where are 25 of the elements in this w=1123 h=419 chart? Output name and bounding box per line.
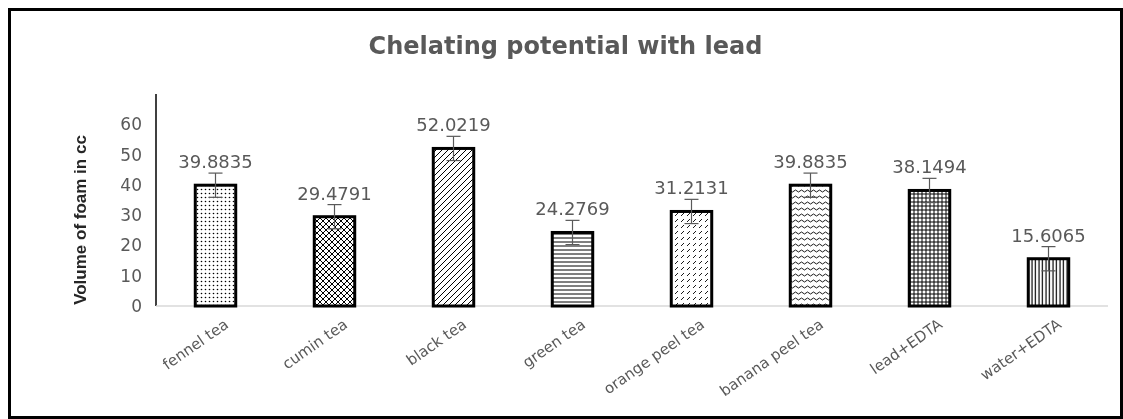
data-label: 15.6065 xyxy=(1011,224,1086,246)
bar xyxy=(788,183,833,308)
data-label: 52.0219 xyxy=(416,114,491,136)
chart-title: Chelating potential with lead xyxy=(368,32,763,60)
y-tick-label: 30 xyxy=(120,205,142,226)
y-tick-label: 10 xyxy=(120,265,142,286)
bar xyxy=(193,183,238,308)
data-label: 39.8835 xyxy=(178,151,253,173)
y-tick-label: 60 xyxy=(120,114,142,135)
y-tick-label: 0 xyxy=(131,295,142,316)
bar xyxy=(550,230,595,308)
y-tick-label: 20 xyxy=(120,235,142,256)
data-label: 39.8835 xyxy=(773,151,848,173)
data-label: 29.4791 xyxy=(297,182,372,204)
data-label: 24.2769 xyxy=(535,198,610,220)
bar xyxy=(907,188,952,308)
y-tick-label: 50 xyxy=(120,144,142,165)
data-label: 38.1494 xyxy=(892,156,967,178)
bar xyxy=(312,215,357,308)
bar xyxy=(431,146,476,308)
bar xyxy=(1026,257,1071,308)
bar xyxy=(669,209,714,308)
y-tick-label: 40 xyxy=(120,174,142,195)
data-label: 31.2131 xyxy=(654,177,729,199)
y-axis-title: Volume of foam in cc xyxy=(71,135,90,305)
